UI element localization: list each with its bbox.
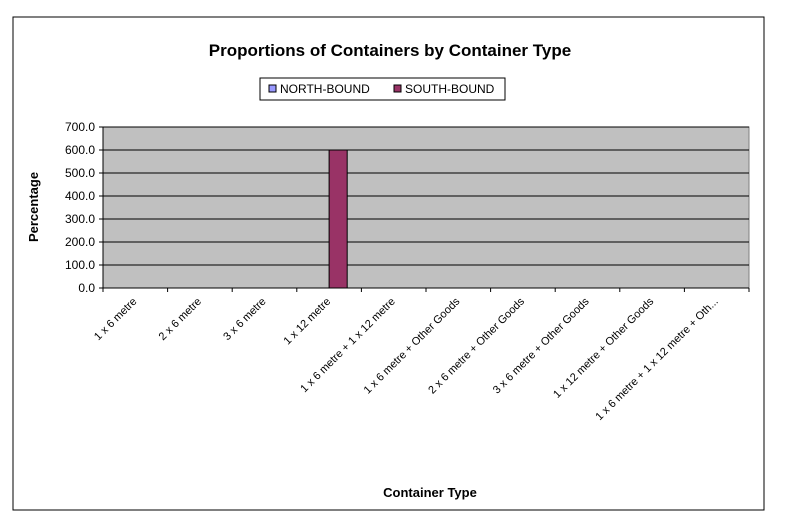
y-tick-label: 600.0 bbox=[65, 143, 95, 157]
legend-swatch-south-bound bbox=[393, 84, 402, 93]
y-tick-label: 400.0 bbox=[65, 189, 95, 203]
y-tick-label: 100.0 bbox=[65, 258, 95, 272]
bars bbox=[328, 149, 348, 289]
y-tick-label: 700.0 bbox=[65, 120, 95, 134]
y-tick-label: 0.0 bbox=[78, 281, 95, 295]
plot-area bbox=[102, 126, 750, 289]
legend-box bbox=[259, 77, 506, 101]
legend-label-south-bound: SOUTH-BOUND bbox=[405, 82, 495, 96]
y-tick-label: 500.0 bbox=[65, 166, 95, 180]
y-axis-title: Percentage bbox=[26, 172, 41, 242]
legend: NORTH-BOUND SOUTH-BOUND bbox=[259, 77, 506, 101]
y-tick-label: 300.0 bbox=[65, 212, 95, 226]
gridlines bbox=[103, 126, 749, 266]
y-axis-ticks: 0.0 100.0 200.0 300.0 400.0 500.0 600.0 700.0 bbox=[65, 120, 103, 295]
x-axis-ticks bbox=[102, 288, 750, 292]
legend-swatch-north-bound bbox=[268, 84, 277, 93]
legend-label-north-bound: NORTH-BOUND bbox=[280, 82, 370, 96]
bar-south-bound-4 bbox=[328, 149, 348, 289]
y-tick-label: 200.0 bbox=[65, 235, 95, 249]
x-axis-title: Container Type bbox=[383, 485, 477, 500]
chart-title: Proportions of Containers by Container T… bbox=[209, 41, 571, 60]
